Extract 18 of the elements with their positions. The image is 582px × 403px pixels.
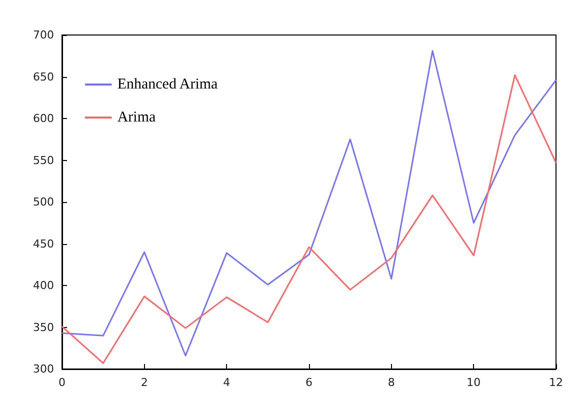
y-tick-label: 350 — [33, 320, 54, 334]
y-tick-label: 550 — [33, 154, 54, 167]
y-tick-label: 450 — [33, 237, 54, 250]
y-tick-label: 500 — [33, 196, 54, 208]
y-tick-label: 600 — [33, 112, 54, 125]
y-tick-label: 400 — [33, 279, 54, 292]
x-tick-label: 6 — [306, 376, 312, 389]
legend-label: Enhanced Arima — [117, 76, 218, 92]
y-tick-label: 700 — [33, 28, 54, 42]
y-tick-label: 300 — [33, 362, 54, 376]
x-tick-label: 4 — [223, 376, 230, 389]
x-tick-label: 2 — [140, 376, 148, 389]
x-tick-label: 12 — [549, 376, 563, 389]
x-tick-label: 0 — [58, 376, 66, 389]
y-tick-label: 650 — [33, 70, 54, 84]
x-tick-label: 10 — [466, 376, 481, 389]
legend-label: Arima — [117, 110, 156, 126]
x-tick-label: 8 — [388, 376, 395, 389]
